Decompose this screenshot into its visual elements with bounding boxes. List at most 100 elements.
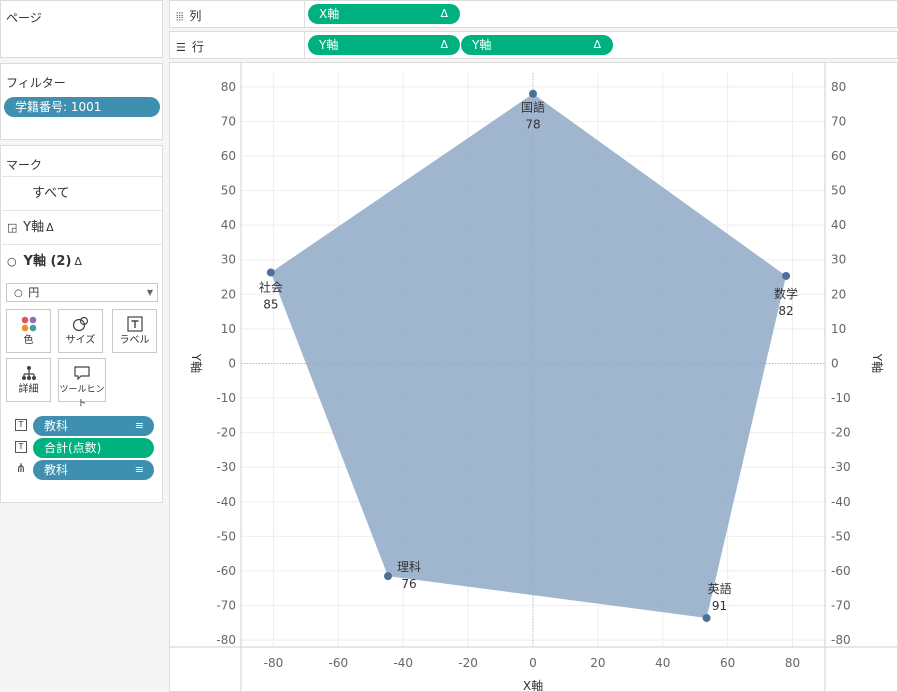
delta-icon: Δ	[440, 7, 448, 20]
field-pill-label: 教科	[44, 463, 69, 477]
y-tick-label-right: -20	[831, 426, 851, 440]
rows-shelf-text: 行	[191, 40, 204, 54]
chart-pane: 国語 78 数学 82 英語 91 理科 76 社会 85 -80 -60 -40 -20 0 20 40 60 8…	[169, 62, 898, 692]
pages-card: ページ	[0, 0, 163, 58]
y-tick-label-right: -80	[831, 633, 851, 647]
y-tick-label-left: 60	[221, 149, 236, 163]
field-pill-subject[interactable]: 教科 ≡	[33, 460, 154, 480]
y-tick-label-left: 30	[221, 253, 236, 267]
y-tick-label-left: 40	[221, 218, 236, 232]
area-mark-icon: ◲	[7, 221, 18, 234]
rows-pill-yaxis[interactable]: Y軸 Δ	[308, 35, 460, 55]
pill-label: Y軸	[319, 38, 339, 52]
data-point	[383, 572, 392, 581]
detail-button[interactable]: 詳細	[6, 358, 51, 402]
y-tick-label-right: 0	[831, 356, 839, 370]
field-pill-subject[interactable]: 教科 ≡	[33, 416, 154, 436]
y-tick-label-right: 30	[831, 253, 846, 267]
x-axis-title: X軸	[523, 679, 543, 691]
y-tick-label-left: 70	[221, 114, 236, 128]
filters-card: フィルター 学籍番号: 1001	[0, 63, 163, 140]
y-tick-label-left: -80	[216, 633, 236, 647]
label-button[interactable]: ラベル	[112, 309, 157, 353]
x-tick-label: 80	[785, 656, 800, 670]
color-button-label: 色	[23, 335, 34, 346]
y-tick-label-left: -60	[216, 564, 236, 578]
y-tick-label-right: 10	[831, 322, 846, 336]
sort-icon: ≡	[134, 463, 144, 476]
detail-hierarchy-icon	[7, 359, 50, 383]
tooltip-button[interactable]: ツールヒント	[58, 358, 106, 409]
field-pill-sum-score[interactable]: 合計(点数)	[33, 438, 154, 458]
y-axis-title-right: Y軸	[870, 353, 884, 373]
rows-pill-yaxis-2[interactable]: Y軸 Δ	[461, 35, 613, 55]
data-point	[702, 613, 711, 622]
x-tick-label: 40	[655, 656, 670, 670]
y-tick-label-right: -60	[831, 564, 851, 578]
shelf-divider	[304, 32, 305, 58]
radar-chart: 国語 78 数学 82 英語 91 理科 76 社会 85 -80 -60 -40 -20 0 20 40 60 8…	[170, 63, 897, 691]
marks-title: マーク	[6, 158, 43, 172]
columns-shelf[interactable]: ⦙⦙⦙ 列 X軸 Δ	[169, 0, 898, 28]
columns-shelf-text: 列	[189, 9, 202, 23]
marks-all-tab[interactable]: すべて	[2, 176, 163, 209]
y-tick-label-right: 80	[831, 80, 846, 94]
mark-type-value: 円	[28, 286, 40, 299]
mark-type-dropdown[interactable]: ○ 円 ▼	[6, 283, 158, 302]
y-axis-title: Y軸	[189, 353, 203, 373]
text-label-icon: T	[15, 419, 27, 431]
marks-layer-label: Y軸 (2)	[23, 254, 72, 269]
y-tick-label-right: -10	[831, 391, 851, 405]
point-score-label: 91	[712, 599, 727, 613]
color-button[interactable]: 色	[6, 309, 51, 353]
x-tick-label: 20	[590, 656, 605, 670]
filters-title: フィルター	[6, 76, 66, 90]
data-point	[529, 89, 537, 98]
x-tick-label: 60	[720, 656, 735, 670]
rows-shelf[interactable]: ☰ 行 Y軸 Δ Y軸 Δ	[169, 31, 898, 59]
x-tick-label: -40	[393, 656, 413, 670]
label-button-label: ラベル	[119, 335, 150, 346]
x-tick-label: 0	[529, 656, 537, 670]
rows-shelf-label: ☰ 行	[176, 38, 204, 55]
columns-icon: ⦙⦙⦙	[176, 10, 184, 23]
y-tick-label-left: -30	[216, 460, 236, 474]
filter-pill[interactable]: 学籍番号: 1001	[4, 97, 160, 117]
marks-layer-label: Y軸	[23, 220, 45, 235]
rows-icon: ☰	[176, 41, 186, 54]
color-palette-icon	[7, 310, 50, 334]
y-tick-label-left: -20	[216, 426, 236, 440]
detail-hierarchy-icon: ⋔	[15, 461, 27, 475]
data-point	[266, 268, 275, 277]
chevron-down-icon: ▼	[146, 288, 153, 297]
field-pill-label: 合計(点数)	[44, 441, 102, 455]
marks-all-label: すべて	[32, 186, 70, 201]
delta-icon: Δ	[593, 38, 601, 51]
circle-mark-icon: ○	[7, 255, 17, 268]
delta-icon: Δ	[74, 255, 82, 268]
y-tick-label-left: 50	[221, 184, 236, 198]
point-subject-label: 英語	[708, 581, 732, 596]
y-tick-label-left: 80	[221, 80, 236, 94]
y-tick-label-right: 70	[831, 114, 846, 128]
y-tick-label-right: 60	[831, 149, 846, 163]
y-tick-label-left: -10	[216, 391, 236, 405]
pill-label: Y軸	[472, 38, 492, 52]
y-tick-label-left: 10	[221, 322, 236, 336]
y-tick-label-right: -30	[831, 460, 851, 474]
y-tick-label-left: 0	[228, 356, 236, 370]
y-tick-label-left: -70	[216, 599, 236, 613]
marks-layer-yaxis[interactable]: ◲ Y軸 Δ	[2, 210, 163, 243]
size-button[interactable]: サイズ	[58, 309, 103, 353]
point-subject-label: 社会	[259, 280, 283, 295]
marks-layer-yaxis-2[interactable]: ○ Y軸 (2) Δ	[2, 244, 163, 277]
y-tick-label-right: 40	[831, 218, 846, 232]
text-label-icon	[113, 310, 156, 334]
delta-icon: Δ	[440, 38, 448, 51]
score-area	[270, 93, 787, 618]
text-label-icon: T	[15, 441, 27, 453]
point-score-label: 78	[525, 118, 540, 132]
columns-pill-xaxis[interactable]: X軸 Δ	[308, 4, 460, 24]
point-score-label: 82	[778, 304, 793, 318]
